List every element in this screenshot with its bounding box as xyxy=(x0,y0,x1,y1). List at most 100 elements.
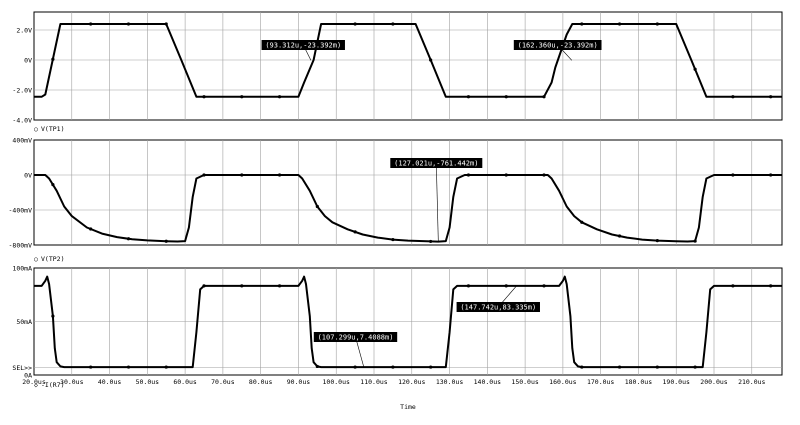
data-point xyxy=(353,22,357,26)
annotation-leader xyxy=(355,336,365,368)
data-point xyxy=(542,173,546,177)
data-point xyxy=(240,284,244,288)
trace-marker-symbol: ◇ xyxy=(34,381,38,389)
data-point xyxy=(429,239,433,244)
series-line xyxy=(34,275,782,369)
trace-label: -I(R7) xyxy=(41,381,64,389)
data-point xyxy=(126,22,131,26)
data-point xyxy=(769,284,773,288)
y-tick-label: 100mA xyxy=(12,265,32,273)
y-tick-label: -800mV xyxy=(9,242,33,250)
annotation-label: (127.021u,-761.442m) xyxy=(394,160,478,168)
data-point xyxy=(655,365,659,369)
x-tick-label: 190.0us xyxy=(663,378,690,386)
data-point xyxy=(617,234,622,238)
data-point xyxy=(240,173,244,177)
data-point xyxy=(693,239,697,243)
x-tick-label: 130.0us xyxy=(436,378,463,386)
panel-frame xyxy=(33,139,783,246)
data-point xyxy=(655,239,659,243)
data-point xyxy=(202,95,206,99)
data-point xyxy=(202,173,206,177)
x-axis: 20.0us 30.0us 40.0us 50.0us 60.0us 70.0us 80.0… xyxy=(22,378,765,411)
annotation-label: (93.312u,-23.392m) xyxy=(265,42,341,50)
data-point xyxy=(429,58,433,62)
series-line xyxy=(34,174,782,243)
data-point xyxy=(391,22,395,26)
data-point xyxy=(580,365,584,369)
data-point xyxy=(353,365,357,369)
x-tick-label: 80.0us xyxy=(249,378,273,386)
data-point xyxy=(202,284,206,288)
data-point xyxy=(429,365,433,369)
data-point xyxy=(580,22,584,26)
data-point xyxy=(391,237,395,242)
data-point xyxy=(89,227,93,231)
annotation-box xyxy=(390,158,483,168)
data-point xyxy=(769,173,773,177)
data-point xyxy=(89,365,93,369)
annotation-label: (162.360u,-23.392m) xyxy=(518,42,598,50)
data-point xyxy=(240,95,244,99)
data-point xyxy=(89,22,93,26)
trace-label: V(TP1) xyxy=(41,125,64,133)
data-point xyxy=(51,57,55,61)
annotation-label: (107.299u,7.4088m) xyxy=(318,334,394,342)
y-tick-label: -2.0V xyxy=(12,87,32,95)
y-tick-label: 0A xyxy=(24,372,32,380)
panel-1: 2.0V 0V -2.0V -4.0V (93.312u,-23.392m) (162.3… xyxy=(12,11,783,133)
annotation-box xyxy=(456,302,540,312)
data-point xyxy=(466,284,471,288)
data-point xyxy=(315,204,319,209)
data-point xyxy=(277,95,282,99)
panel-2: 400mV 0V -400mV -800mV (127.021u,-761.442m) ○… xyxy=(9,137,783,263)
annotation-box xyxy=(261,40,345,50)
x-tick-label: 150.0us xyxy=(511,378,538,386)
data-point xyxy=(769,95,773,99)
x-tick-label: 60.0us xyxy=(173,378,197,386)
y-tick-label: SEL>> xyxy=(12,364,32,372)
data-point xyxy=(731,284,735,288)
annotation-box xyxy=(513,40,602,50)
data-point xyxy=(466,173,471,177)
data-point xyxy=(617,22,622,26)
x-tick-label: 20.0us xyxy=(22,378,46,386)
panel-3: 100mA 50mA SEL>>0A (107.299u,7.4088m) (147.7… xyxy=(12,265,783,389)
data-point xyxy=(466,95,471,99)
data-point xyxy=(164,22,168,26)
data-point xyxy=(277,284,282,288)
annotation-label: (147.742u,83.335m) xyxy=(460,304,536,312)
x-tick-label: 120.0us xyxy=(398,378,425,386)
data-point xyxy=(164,239,168,243)
data-point xyxy=(542,284,546,288)
series-line xyxy=(34,23,782,98)
x-tick-label: 110.0us xyxy=(360,378,387,386)
x-tick-label: 200.0us xyxy=(700,378,727,386)
data-point xyxy=(655,22,659,26)
x-tick-label: 40.0us xyxy=(98,378,122,386)
trace-marker-symbol: ○ xyxy=(34,255,38,263)
data-point xyxy=(51,183,55,187)
data-point xyxy=(693,67,697,71)
x-tick-label: 140.0us xyxy=(474,378,501,386)
annotation-leader xyxy=(436,162,439,242)
annotation-box xyxy=(313,332,398,342)
x-tick-label: 30.0us xyxy=(60,378,84,386)
panel-frame xyxy=(33,11,783,121)
x-tick-label: 160.0us xyxy=(549,378,576,386)
data-point xyxy=(164,365,168,369)
data-point xyxy=(617,365,622,369)
data-point xyxy=(504,284,508,288)
data-point xyxy=(731,95,735,99)
data-point xyxy=(353,230,357,234)
data-point xyxy=(51,314,55,318)
trace-marker-symbol: ○ xyxy=(34,125,38,133)
trace-label: V(TP2) xyxy=(41,255,64,263)
data-point xyxy=(315,364,319,369)
y-tick-label: 50mA xyxy=(16,318,32,326)
x-tick-label: 90.0us xyxy=(287,378,311,386)
x-tick-label: 170.0us xyxy=(587,378,614,386)
data-point xyxy=(693,365,697,369)
data-point xyxy=(391,365,395,369)
